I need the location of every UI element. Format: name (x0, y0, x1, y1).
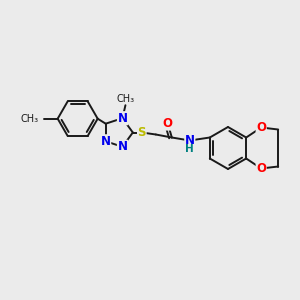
Text: H: H (185, 145, 194, 154)
Text: S: S (138, 126, 146, 139)
Text: N: N (117, 112, 128, 125)
Text: N: N (185, 134, 195, 147)
Text: O: O (256, 162, 266, 175)
Text: N: N (101, 135, 111, 148)
Text: N: N (117, 140, 128, 153)
Text: O: O (256, 121, 266, 134)
Text: O: O (163, 117, 173, 130)
Text: CH₃: CH₃ (116, 94, 134, 104)
Text: CH₃: CH₃ (21, 114, 39, 124)
